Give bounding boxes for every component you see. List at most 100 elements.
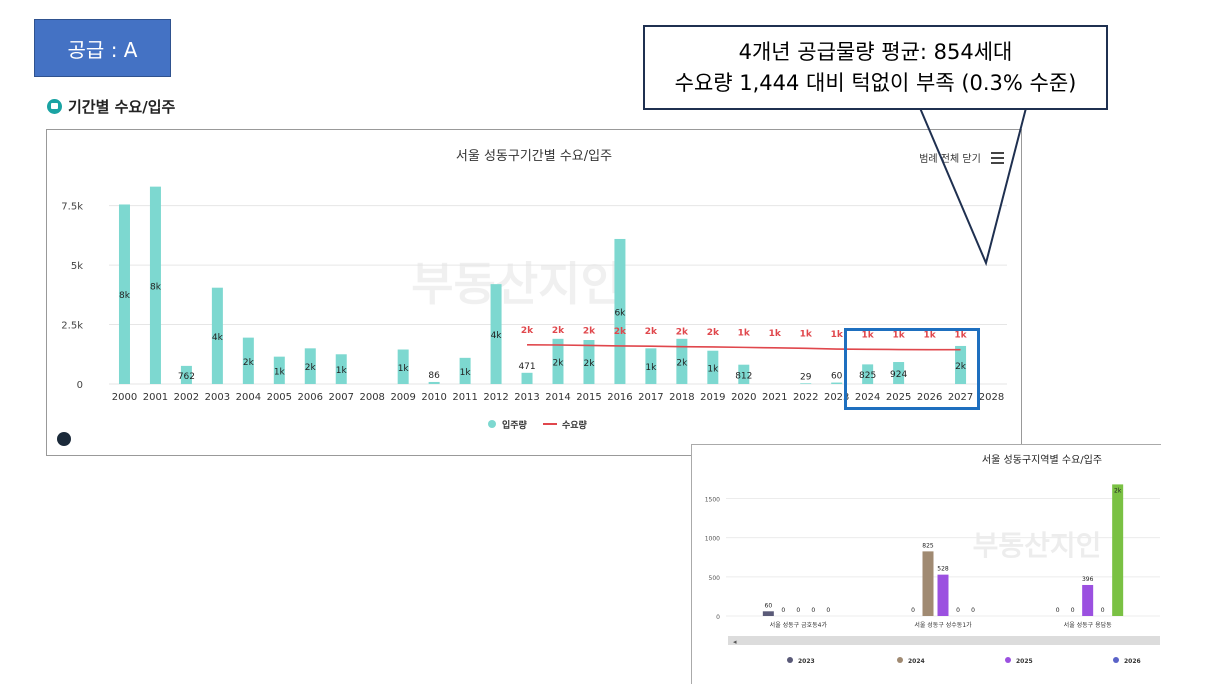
main-chart-svg: 부동산지인 서울 성동구기간별 수요/입주 범례 전체 닫기 0 2.5k 5k 7.5k 2… [57, 149, 1007, 446]
inset-bar [922, 551, 934, 616]
demand-value-label: 2k [614, 327, 627, 337]
supply-value-label: 924 [890, 370, 907, 380]
inset-legend-label[interactable]: 2023 [798, 658, 815, 665]
inset-x-tick-label: 서울 성동구 금호동4가 [770, 621, 828, 629]
supply-value-label: 1k [398, 364, 410, 374]
inset-value-label: 0 [1101, 607, 1105, 614]
legend-demand-label[interactable]: 수요량 [562, 419, 588, 431]
supply-bar [738, 364, 750, 384]
inset-legend-label[interactable]: 2025 [1016, 658, 1033, 665]
supply-value-label: 29 [800, 372, 812, 382]
demand-value-label: 1k [862, 330, 875, 340]
supply-value-label: 825 [859, 371, 876, 381]
x-tick-label: 2015 [576, 392, 601, 403]
supply-value-label: 8k [150, 282, 162, 292]
x-tick-label: 2021 [762, 392, 787, 403]
supply-value-label: 8k [119, 291, 131, 301]
x-tick-label: 2018 [669, 392, 694, 403]
x-tick-label: 2025 [886, 392, 911, 403]
inset-chart-title: 서울 성동구지역별 수요/입주 [982, 453, 1102, 466]
supply-value-label: 1k [460, 368, 472, 378]
inset-bar [1082, 584, 1094, 616]
inset-y-tick-label: 500 [709, 575, 721, 582]
supply-bar [273, 356, 285, 384]
x-tick-label: 2026 [917, 392, 942, 403]
inset-value-label: 0 [1071, 607, 1075, 614]
menu-line-1 [991, 157, 1004, 159]
supply-bar [428, 381, 440, 384]
legend-toggle-button[interactable]: 범례 전체 닫기 [919, 153, 981, 165]
demand-value-label: 1k [800, 329, 813, 339]
callout-line1: 4개년 공급물량 평균: 854세대 [738, 40, 1013, 64]
supply-bar [893, 362, 905, 384]
inset-y-tick-label: 1000 [705, 536, 720, 543]
supply-value-label: 2k [553, 358, 565, 368]
callout-line2: 수요량 1,444 대비 턱없이 부족 (0.3% 수준) [674, 71, 1077, 95]
supply-bar [955, 345, 967, 384]
highlight-box-2024-2027 [844, 328, 980, 410]
x-tick-label: 2000 [112, 392, 137, 403]
demand-value-label: 1k [831, 330, 844, 340]
supply-value-label: 2k [243, 358, 255, 368]
inset-legend-marker [787, 657, 793, 663]
inset-legend-label[interactable]: 2024 [908, 658, 925, 665]
supply-bar [180, 365, 192, 384]
supply-bar [397, 349, 409, 384]
x-tick-label: 2010 [421, 392, 446, 403]
demand-value-label: 1k [954, 331, 967, 341]
x-tick-label: 2016 [607, 392, 632, 403]
inset-legend-label[interactable]: 2026 [1124, 658, 1141, 665]
x-tick-label: 2002 [174, 392, 199, 403]
section-title: 기간별 수요/입주 [47, 96, 175, 117]
supply-bar [242, 337, 254, 384]
x-tick-label: 2009 [390, 392, 415, 403]
x-tick-label: 2013 [514, 392, 539, 403]
demand-value-label: 2k [707, 328, 720, 338]
demand-value-label: 1k [892, 331, 905, 341]
supply-label-text: 공급 : A [67, 37, 138, 62]
inset-y-tick-label: 1500 [705, 497, 720, 504]
main-chart-panel: 부동산지인 서울 성동구기간별 수요/입주 범례 전체 닫기 0 2.5k 5k 7.5k 2… [46, 129, 1022, 456]
y-tick-label: 7.5k [61, 202, 83, 213]
supply-value-label: 812 [735, 371, 752, 381]
x-tick-label: 2003 [205, 392, 230, 403]
x-tick-label: 2019 [700, 392, 725, 403]
x-tick-label: 2012 [483, 392, 508, 403]
inset-legend-marker [897, 657, 903, 663]
x-tick-label: 2014 [545, 392, 570, 403]
x-tick-label: 2005 [267, 392, 292, 403]
inset-value-label: 0 [956, 607, 960, 614]
inset-value-label: 825 [922, 542, 934, 549]
y-tick-label: 5k [71, 261, 83, 272]
inset-watermark-text: 부동산지인 [973, 529, 1102, 562]
supply-bar [707, 350, 719, 384]
x-tick-label: 2004 [236, 392, 261, 403]
y-tick-label: 0 [77, 380, 83, 391]
inset-chart-panel: 서울 성동구지역별 수요/입주 부동산지인 0 500 1000 1500 60 0 0 0 0 서울… [691, 444, 1161, 684]
supply-value-label: 86 [428, 371, 440, 381]
legend-supply-marker [488, 420, 496, 428]
watermark-text: 부동산지인 [411, 257, 623, 311]
callout-box: 4개년 공급물량 평균: 854세대 수요량 1,444 대비 턱없이 부족 (… [643, 25, 1108, 110]
supply-bar [831, 382, 843, 384]
supply-bar [676, 338, 688, 384]
callout-pointer [919, 107, 1027, 267]
section-title-text: 기간별 수요/입주 [68, 98, 176, 116]
demand-value-label: 2k [552, 326, 565, 336]
supply-value-label: 1k [707, 364, 719, 374]
x-tick-label: 2008 [359, 392, 384, 403]
demand-value-label: 1k [769, 329, 782, 339]
x-tick-label: 2011 [452, 392, 477, 403]
supply-value-label: 1k [645, 363, 657, 373]
inset-value-label: 0 [971, 607, 975, 614]
supply-value-label: 2k [676, 358, 688, 368]
supply-value-label: 471 [518, 362, 535, 372]
inset-scrollbar[interactable] [728, 636, 1160, 645]
scroll-left-icon[interactable]: ◂ [733, 638, 737, 646]
demand-value-label: 2k [645, 327, 658, 337]
y-tick-label: 2.5k [61, 321, 83, 332]
legend-supply-label[interactable]: 입주량 [502, 419, 528, 431]
hamburger-icon[interactable] [991, 152, 1004, 164]
x-tick-label: 2028 [979, 392, 1004, 403]
